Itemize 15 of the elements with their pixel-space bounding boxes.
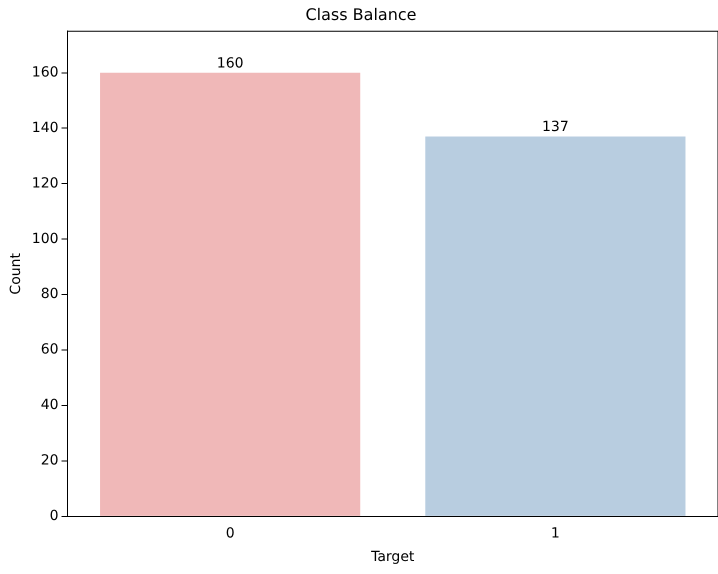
y-tick-label: 140 <box>32 120 59 136</box>
data-label: 137 <box>542 119 569 136</box>
y-tick-label: 60 <box>40 342 59 358</box>
x-tick-label: 1 <box>550 525 560 542</box>
y-axis-title: Count <box>8 252 24 295</box>
y-tick-label: 40 <box>40 397 59 414</box>
y-tick-label: 20 <box>40 452 59 469</box>
y-tick-label: 80 <box>40 286 59 302</box>
y-tick-label: 120 <box>32 175 59 192</box>
y-tick-label: 100 <box>32 230 59 247</box>
chart-title: Class Balance <box>306 4 416 24</box>
y-tick-label: 0 <box>50 508 59 524</box>
x-axis-title: Target <box>370 549 415 566</box>
data-label: 160 <box>216 55 244 72</box>
y-tick-label: 160 <box>32 64 59 80</box>
